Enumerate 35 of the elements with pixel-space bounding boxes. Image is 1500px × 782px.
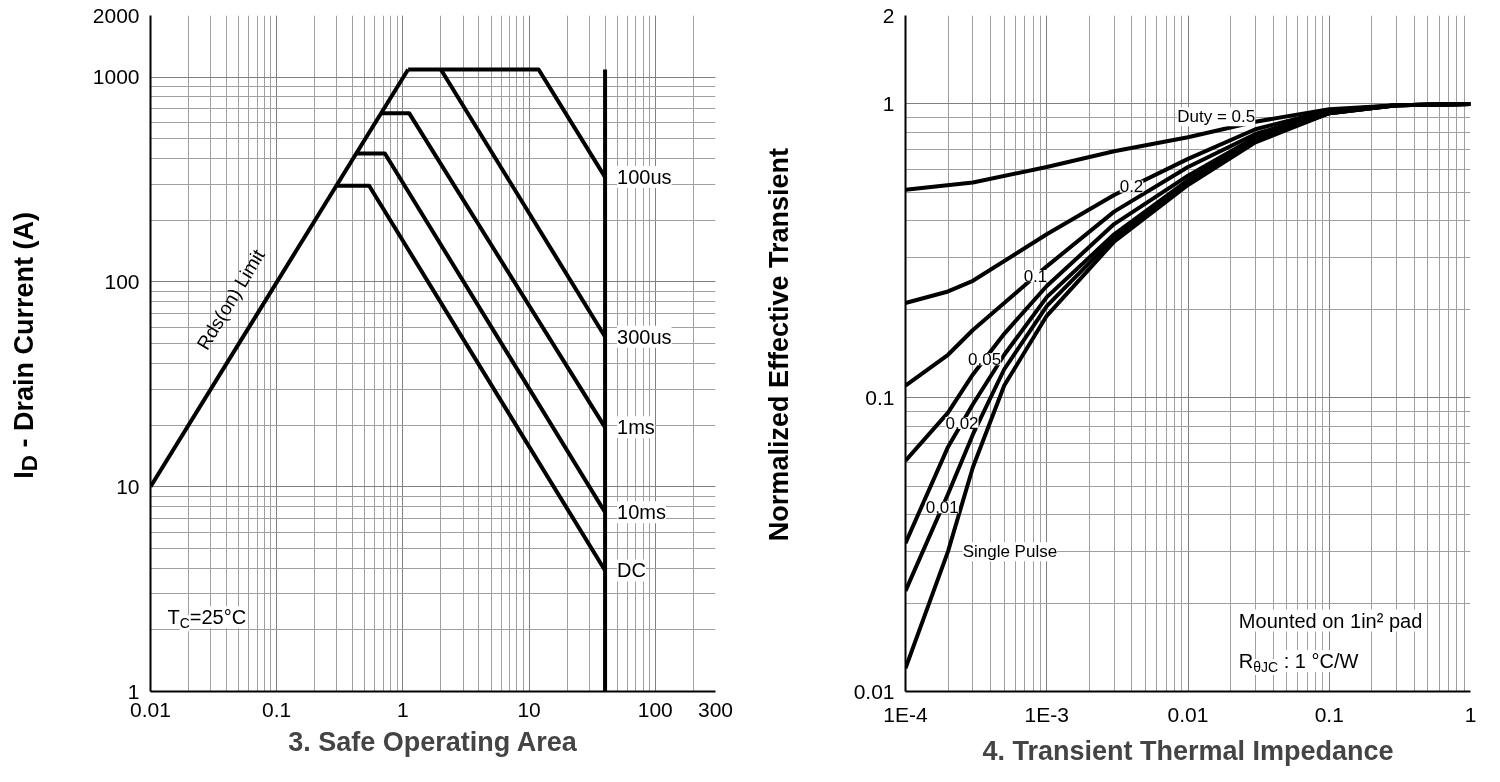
text: 3. Safe Operating Area — [288, 726, 578, 757]
series-label: 100us — [617, 166, 672, 189]
y-tick-label: 1 — [882, 91, 895, 115]
series-label: Duty = 0.5 — [1177, 107, 1256, 127]
series-label: 10ms — [617, 501, 666, 524]
series-label: DC — [617, 559, 646, 582]
x-tick-label: 0.01 — [1167, 702, 1209, 726]
x-tick-label: 0.1 — [1314, 702, 1344, 726]
x-tick-label: 1 — [397, 697, 409, 721]
y-tick-label: 1 — [127, 679, 140, 703]
series-label: 1ms — [617, 416, 655, 439]
y-tick-label: 1000 — [92, 65, 140, 89]
series-label: 0.2 — [1119, 177, 1144, 197]
x-tick-label: 0.1 — [262, 697, 292, 721]
x-tick-label: 300 — [697, 697, 734, 721]
x-tick-label: 100 — [637, 697, 673, 721]
series-label: 0.1 — [1023, 267, 1048, 287]
y-tick-label: 2000 — [92, 3, 140, 27]
text: 4. Transient Thermal Impedance — [982, 735, 1394, 766]
y-tick-label: 0.01 — [853, 679, 895, 703]
series-label: Single Pulse — [962, 542, 1058, 562]
x-tick-label: 1E-3 — [1024, 702, 1069, 726]
y-axis-title: Normalized Effective Transient — [763, 148, 795, 542]
y-tick-label: 100 — [104, 269, 140, 293]
x-tick-label: 1 — [1464, 702, 1477, 726]
y-tick-label: 0.1 — [865, 385, 895, 409]
series-label: 0.05 — [968, 350, 1002, 370]
x-tick-label: 1E-4 — [883, 702, 928, 726]
y-tick-label: 10 — [116, 474, 140, 498]
annotation: Mounted on 1in² pad — [1238, 609, 1423, 632]
series-label: 0.01 — [925, 498, 959, 518]
series-label: 0.02 — [945, 413, 979, 433]
series-label: 300us — [617, 325, 672, 348]
y-tick-label: 2 — [882, 3, 895, 27]
x-tick-label: 10 — [517, 697, 541, 721]
